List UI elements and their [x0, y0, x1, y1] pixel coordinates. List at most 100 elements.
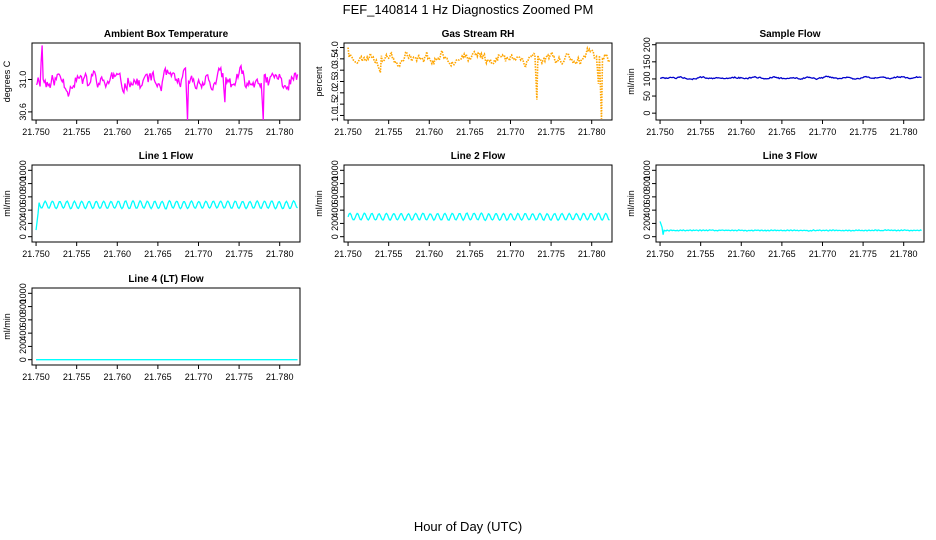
- y-tick-label: 50: [642, 91, 652, 101]
- x-tick-label: 21.760: [728, 127, 756, 137]
- y-tick-label: 600: [330, 189, 340, 204]
- y-tick-label: 400: [642, 203, 652, 218]
- x-tick-label: 21.775: [225, 249, 253, 259]
- x-tick-label: 21.780: [890, 249, 918, 259]
- y-tick-label: 600: [18, 312, 28, 327]
- y-tick-label: 800: [642, 176, 652, 191]
- y-tick-label: 4.0: [330, 41, 340, 54]
- x-tick-label: 21.760: [104, 372, 132, 382]
- y-tick-label: 400: [330, 203, 340, 218]
- y-tick-label: 600: [18, 189, 28, 204]
- panel-title: Line 4 (LT) Flow: [128, 274, 204, 285]
- y-tick-label: 1.0: [330, 109, 340, 122]
- y-axis-label: ml/min: [314, 190, 324, 217]
- x-tick-label: 21.750: [646, 127, 674, 137]
- panel-2: Gas Stream RH 1.01.52.02.53.03.54.0 percen…: [314, 29, 613, 137]
- x-tick-label: 21.765: [144, 372, 172, 382]
- panels: Ambient Box Temperature 30.6 31.0 degrees C…: [2, 29, 925, 382]
- y-tick-label: 150: [642, 54, 652, 69]
- x-tick-label: 21.750: [646, 249, 674, 259]
- x-tick-label: 21.755: [687, 127, 715, 137]
- x-tick-label: 21.750: [22, 127, 50, 137]
- x-tick-label: 21.780: [266, 249, 294, 259]
- y-tick-label: 1000: [330, 160, 340, 180]
- y-tick-label: 1.5: [330, 98, 340, 111]
- plot-frame: [31, 164, 301, 243]
- plot-frame: [31, 42, 301, 121]
- x-tick-label: 21.770: [185, 127, 213, 137]
- figure-x-axis-label: Hour of Day (UTC): [414, 519, 522, 534]
- x-tick-label: 21.755: [375, 249, 403, 259]
- x-tick-label: 21.780: [266, 372, 294, 382]
- x-tick-label: 21.780: [266, 127, 294, 137]
- series-line: [347, 212, 610, 222]
- panel-1: Ambient Box Temperature 30.6 31.0 degrees C…: [2, 29, 301, 137]
- x-tick-label: 21.770: [809, 127, 837, 137]
- y-tick-label: 800: [18, 176, 28, 191]
- y-tick-label: 1000: [18, 160, 28, 180]
- plot-frame: [343, 42, 613, 121]
- y-tick-label: 0: [18, 357, 28, 362]
- y-tick-label: 600: [642, 189, 652, 204]
- y-tick-label: 100: [642, 71, 652, 86]
- x-tick-label: 21.760: [416, 127, 444, 137]
- x-tick-label: 21.760: [104, 127, 132, 137]
- y-tick-label: 3.0: [330, 64, 340, 77]
- x-tick-label: 21.765: [456, 249, 484, 259]
- x-tick-label: 21.755: [687, 249, 715, 259]
- x-tick-label: 21.765: [768, 127, 796, 137]
- y-axis-label: degrees C: [2, 60, 12, 102]
- y-axis-label: ml/min: [626, 190, 636, 217]
- y-tick-label: 800: [18, 299, 28, 314]
- x-tick-label: 21.755: [375, 127, 403, 137]
- panel-3: Sample Flow 0 50 100 150 200 ml/min 21.750 21.75…: [626, 29, 925, 137]
- x-tick-label: 21.760: [416, 249, 444, 259]
- x-tick-label: 21.775: [225, 372, 253, 382]
- x-tick-label: 21.770: [185, 249, 213, 259]
- series-line: [35, 199, 298, 231]
- panel-title: Ambient Box Temperature: [104, 29, 229, 40]
- figure-title: FEF_140814 1 Hz Diagnostics Zoomed PM: [343, 2, 594, 17]
- y-tick-label: 1000: [642, 160, 652, 180]
- y-tick-label: 31.0: [18, 71, 28, 89]
- x-tick-label: 21.760: [104, 249, 132, 259]
- y-tick-label: 3.5: [330, 53, 340, 66]
- x-tick-label: 21.755: [63, 372, 91, 382]
- y-tick-label: 0: [330, 234, 340, 239]
- y-axis-label: percent: [314, 66, 324, 97]
- x-tick-label: 21.765: [456, 127, 484, 137]
- x-tick-label: 21.780: [578, 127, 606, 137]
- x-tick-label: 21.765: [144, 127, 172, 137]
- plot-frame: [655, 42, 925, 121]
- panel-title: Line 2 Flow: [451, 151, 506, 162]
- y-tick-label: 200: [330, 216, 340, 231]
- y-tick-label: 0: [642, 111, 652, 116]
- x-tick-label: 21.775: [537, 249, 565, 259]
- panel-title: Sample Flow: [759, 29, 820, 40]
- y-tick-label: 0: [642, 234, 652, 239]
- y-tick-label: 400: [18, 326, 28, 341]
- x-tick-label: 21.755: [63, 249, 91, 259]
- y-tick-label: 0: [18, 234, 28, 239]
- y-tick-label: 2.0: [330, 87, 340, 100]
- y-tick-label: 200: [642, 37, 652, 52]
- y-axis-label: ml/min: [626, 68, 636, 95]
- series-line: [660, 75, 922, 81]
- x-tick-label: 21.775: [849, 127, 877, 137]
- x-tick-label: 21.750: [22, 372, 50, 382]
- y-tick-label: 400: [18, 203, 28, 218]
- x-tick-label: 21.770: [497, 127, 525, 137]
- series-line: [659, 221, 922, 235]
- panel-title: Gas Stream RH: [442, 29, 515, 40]
- x-tick-label: 21.750: [334, 127, 362, 137]
- x-tick-label: 21.765: [768, 249, 796, 259]
- panel-title: Line 1 Flow: [139, 151, 194, 162]
- x-tick-label: 21.765: [144, 249, 172, 259]
- y-tick-label: 800: [330, 176, 340, 191]
- series-line: [35, 45, 299, 121]
- y-tick-label: 30.6: [18, 103, 28, 121]
- panel-title: Line 3 Flow: [763, 151, 818, 162]
